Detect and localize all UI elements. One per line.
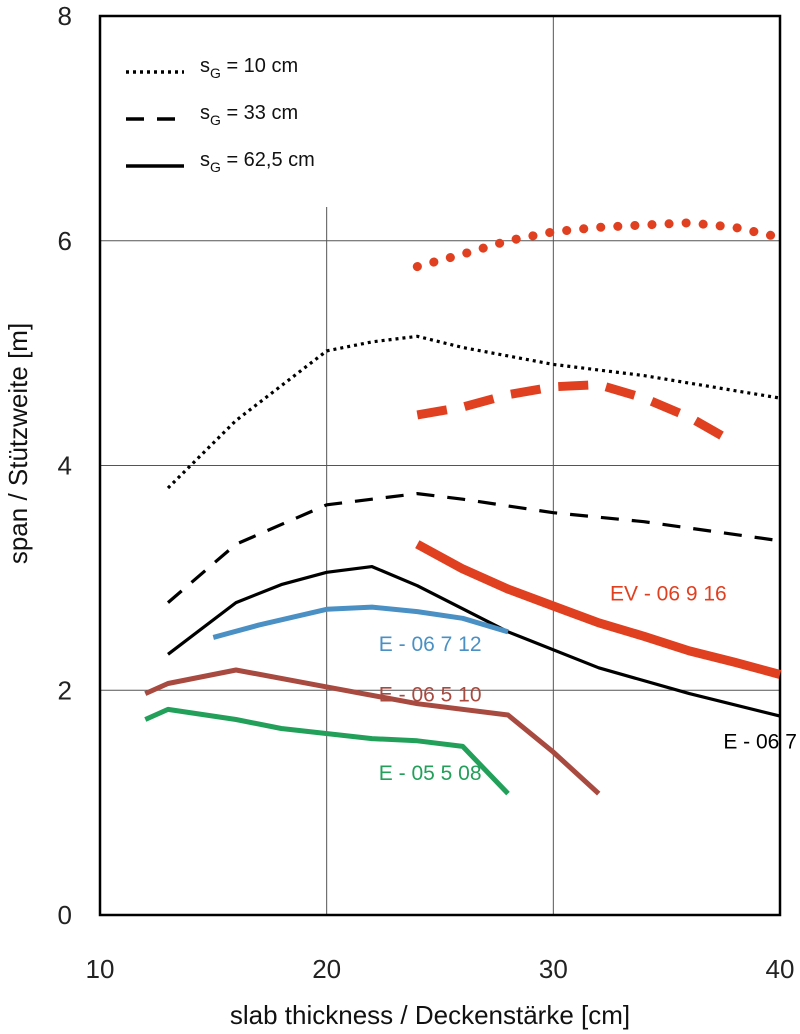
series-label: E - 06 7 16 [723, 731, 800, 754]
series-label: E - 05 5 08 [379, 762, 482, 785]
series-line-6 [212, 604, 509, 640]
series-line-7 [144, 667, 601, 796]
legend-label: sG = 33 cm [200, 102, 298, 128]
series-label: E - 06 7 12 [379, 633, 482, 656]
x-tick-label: 10 [86, 954, 115, 984]
series-line-8 [144, 706, 510, 796]
plot-frame [98, 14, 782, 917]
x-tick-label: 20 [312, 954, 341, 984]
series-line-2 [167, 564, 781, 718]
y-axis-title: span / Stützweite [m] [3, 323, 33, 564]
y-tick-label: 4 [58, 451, 72, 481]
series-line-1 [166, 492, 781, 604]
x-axis-title: slab thickness / Deckenstärke [cm] [230, 1000, 630, 1030]
y-tick-label: 2 [58, 675, 72, 705]
x-tick-label: 40 [766, 954, 795, 984]
grid-lines [100, 16, 780, 915]
series-line-0 [166, 334, 781, 490]
legend: sG = 10 cm sG = 33 cm sG = 62,5 cm [126, 55, 315, 175]
series-label: EV - 06 9 16 [610, 582, 727, 605]
series-line-4 [416, 380, 737, 447]
series-line-5 [415, 540, 782, 679]
y-tick-label: 8 [58, 1, 72, 31]
y-tick-label: 0 [58, 900, 72, 930]
series-line-3 [412, 218, 785, 272]
legend-label: sG = 62,5 cm [200, 149, 315, 175]
y-tick-label: 6 [58, 226, 72, 256]
series-layer [144, 218, 785, 796]
series-label: E - 06 5 10 [379, 683, 482, 706]
tick-labels: 10 20 30 40 0 2 4 6 8 [58, 1, 795, 984]
legend-label: sG = 10 cm [200, 55, 298, 81]
series-labels: EV - 06 9 16 E - 06 7 12 E - 06 5 10 E - 06… [379, 582, 800, 785]
x-tick-label: 30 [539, 954, 568, 984]
